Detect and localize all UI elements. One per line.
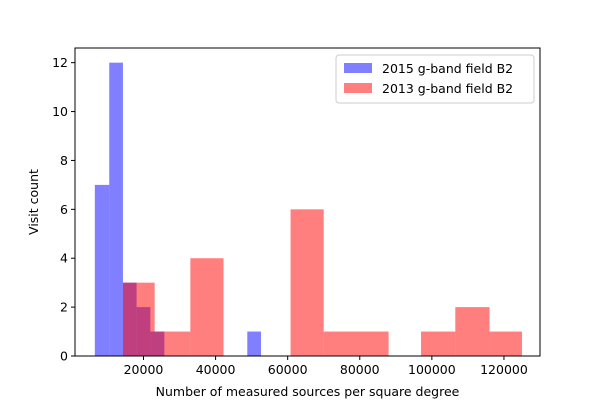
bars-layer xyxy=(94,62,522,357)
y-tick-label: 0 xyxy=(60,349,68,364)
x-tick-label: 20000 xyxy=(124,362,164,377)
legend-swatch xyxy=(344,63,372,73)
histogram-bar-series-2 xyxy=(164,331,191,356)
y-axis-label: Visit count xyxy=(26,169,41,235)
x-axis-ticks: 20000 40000 60000 80000 100000 120000 xyxy=(124,356,528,377)
histogram-bar-series-2 xyxy=(489,331,522,356)
x-tick-label: 60000 xyxy=(268,362,308,377)
legend-entry-label: 2015 g-band field B2 xyxy=(382,61,513,76)
x-axis-label: Number of measured sources per square de… xyxy=(156,384,460,399)
y-tick-label: 2 xyxy=(60,300,68,315)
histogram-bar-series-1 xyxy=(94,184,110,356)
histogram-bar-series-1 xyxy=(109,62,123,357)
histogram-bar-series-1 xyxy=(247,331,261,356)
histogram-bar-series-2 xyxy=(421,331,456,356)
legend-box xyxy=(335,54,535,104)
y-tick-label: 8 xyxy=(60,153,68,168)
y-tick-label: 10 xyxy=(52,104,68,119)
legend: 2015 g-band field B2 2013 g-band field B2 xyxy=(335,54,535,104)
legend-entry-label: 2013 g-band field B2 xyxy=(382,81,513,96)
y-axis-ticks: 0 2 4 6 8 10 12 xyxy=(52,55,75,364)
histogram-bar-series-2 xyxy=(455,307,490,356)
histogram-bar-series-2 xyxy=(122,282,137,356)
histogram-bar-series-2 xyxy=(154,331,165,356)
plot-area-frame xyxy=(74,47,541,357)
x-tick-label: 80000 xyxy=(340,362,380,377)
histogram-bar-series-2 xyxy=(136,282,155,356)
y-tick-label: 6 xyxy=(60,202,68,217)
y-tick-label: 4 xyxy=(60,251,68,266)
y-tick-label: 12 xyxy=(52,55,68,70)
histogram-bar-series-2 xyxy=(290,209,324,356)
x-tick-label: 40000 xyxy=(196,362,236,377)
x-tick-label: 120000 xyxy=(480,362,528,377)
histogram-bar-series-2 xyxy=(323,331,389,356)
x-tick-label: 100000 xyxy=(408,362,456,377)
histogram-bar-series-2 xyxy=(190,258,224,356)
legend-swatch xyxy=(344,83,372,93)
